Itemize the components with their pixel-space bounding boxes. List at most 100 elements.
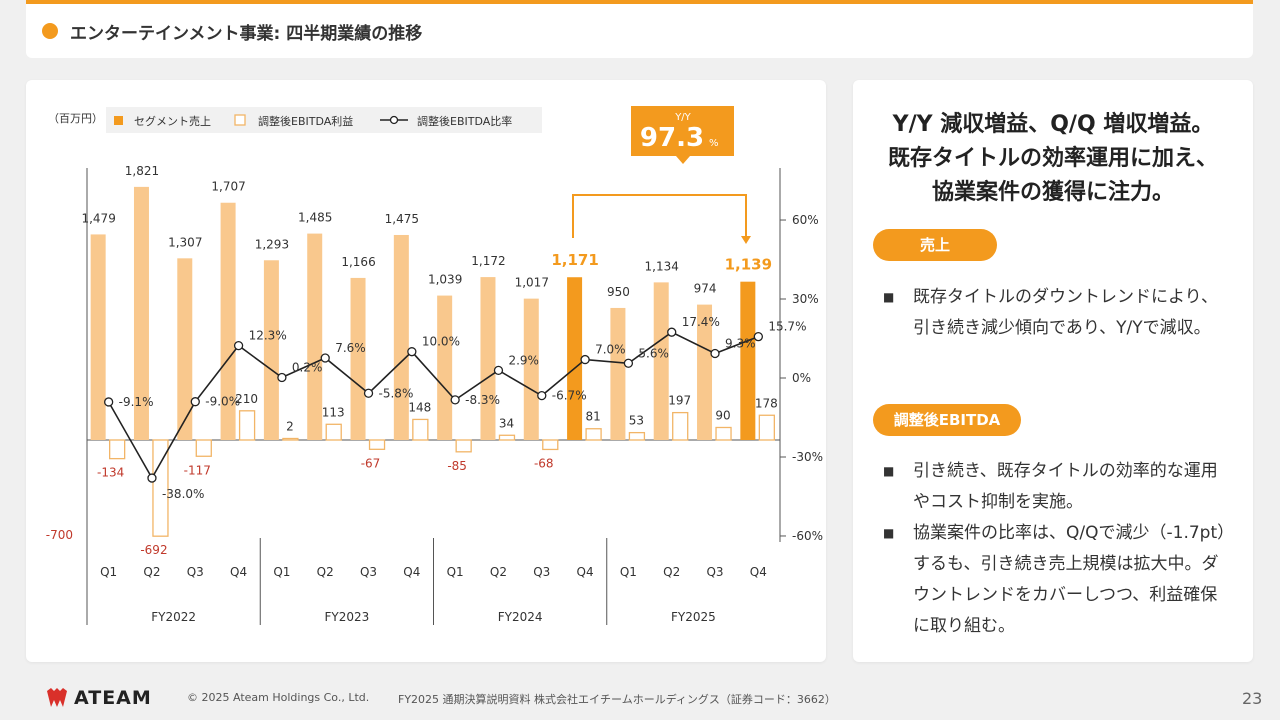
sales-bar — [133, 186, 149, 440]
ebitda-bar — [672, 411, 689, 441]
ratio-point — [710, 348, 720, 359]
ratio-point — [450, 395, 460, 405]
x-tick-label: Q2 — [663, 565, 680, 579]
x-tick-label: Q1 — [273, 565, 290, 579]
ebitda-pill: 調整後EBITDA — [873, 404, 1021, 436]
ateam-logo-icon — [47, 688, 67, 707]
ratio-data-label: 9.3% — [725, 337, 756, 351]
copyright: © 2025 Ateam Holdings Co., Ltd. — [187, 691, 370, 704]
ebitda-bar — [368, 439, 386, 450]
yy-callout — [631, 106, 734, 156]
ebitda-data-label: 113 — [322, 405, 345, 419]
ebitda-bullet-item: ■ 引き続き、既存タイトルの効率的な運用やコスト抑制を実施。 — [883, 456, 1228, 518]
ratio-data-label: -9.1% — [119, 395, 154, 409]
group-label: FY2023 — [324, 610, 369, 624]
sales-bar — [177, 258, 193, 440]
ratio-point — [277, 372, 287, 383]
sales-bar — [307, 233, 323, 440]
sales-bar — [437, 295, 453, 440]
ratio-data-label: -5.8% — [379, 386, 414, 400]
ebitda-data-label: 2 — [286, 420, 294, 434]
brand-name: ATEAM — [74, 687, 152, 709]
summary-panel: Y/Y 減収増益、Q/Q 増収増益。 既存タイトルの効率運用に加え、 協業案件の… — [853, 80, 1253, 662]
sales-bullet-list: ■ 既存タイトルのダウントレンドにより、引き続き減少傾向であり、Y/Yで減収。 — [883, 282, 1228, 344]
sales-data-label: 1,134 — [645, 259, 679, 273]
legend-sales-swatch — [114, 116, 123, 125]
ratio-data-label: 7.6% — [335, 341, 366, 355]
ratio-data-label: 7.0% — [595, 343, 626, 357]
x-tick-label: Q2 — [317, 565, 334, 579]
x-tick-label: Q4 — [230, 565, 247, 579]
headline-line-3: 協業案件の獲得に注力。 — [931, 180, 1174, 205]
unit-label: （百万円） — [48, 112, 103, 125]
legend-ebitda-swatch — [234, 114, 246, 126]
ebitda-data-label: -67 — [361, 456, 381, 470]
sales-data-label: 1,039 — [428, 273, 462, 287]
x-tick-label: Q1 — [100, 565, 117, 579]
right-axis-tick-label: -30% — [792, 450, 823, 464]
sales-bar — [263, 260, 279, 440]
ebitda-data-label: -692 — [140, 543, 167, 557]
sales-data-label: 1,707 — [211, 180, 245, 194]
ebitda-data-label: 53 — [629, 414, 644, 428]
ratio-data-label: 5.6% — [638, 346, 669, 360]
legend-ebitda-label: 調整後EBITDA利益 — [258, 114, 353, 128]
sales-bar — [653, 282, 669, 440]
ratio-point — [623, 358, 634, 368]
right-axis-tick-label: 0% — [792, 371, 811, 385]
ebitda-bar — [628, 431, 646, 441]
group-label: FY2022 — [151, 610, 196, 624]
ratio-line — [107, 331, 759, 480]
x-tick-label: Q2 — [143, 565, 160, 579]
ratio-point — [667, 327, 677, 337]
x-tick-label: Q3 — [360, 565, 377, 579]
yy-callout-unit: % — [709, 138, 719, 149]
ebitda-bar — [152, 439, 169, 537]
legend-box — [106, 107, 542, 133]
ebitda-data-label: -117 — [184, 463, 211, 477]
ratio-point — [493, 365, 504, 376]
page-title: エンターテインメント事業: 四半期業績の推移 — [70, 24, 423, 44]
ebitda-data-label: 90 — [715, 408, 730, 422]
ebitda-bar — [585, 428, 602, 441]
ratio-data-label: 12.3% — [249, 329, 287, 343]
sales-pill: 売上 — [873, 229, 997, 261]
headline-line-1: Y/Y 減収増益、Q/Q 増収増益。 — [892, 112, 1214, 137]
ratio-point — [104, 397, 114, 407]
quarterly-chart: （百万円） セグメント売上 調整後EBITDA利益 調整後EBITDA比率 Y/… — [46, 106, 823, 625]
ebitda-bar — [542, 439, 559, 451]
ratio-data-label: 17.4% — [682, 315, 720, 329]
sales-data-label: 1,479 — [81, 211, 115, 225]
ebitda-bar — [195, 439, 212, 457]
ebitda-bar — [238, 410, 256, 441]
chart-panel: （百万円） セグメント売上 調整後EBITDA利益 調整後EBITDA比率 Y/… — [26, 80, 826, 662]
group-label: FY2025 — [671, 610, 716, 624]
sales-data-label: 950 — [607, 285, 630, 299]
right-axis-tick-label: 30% — [792, 292, 819, 306]
bullet-square-icon: ■ — [883, 290, 895, 304]
ratio-point — [320, 353, 330, 363]
sales-bullet-item: ■ 既存タイトルのダウントレンドにより、引き続き減少傾向であり、Y/Yで減収。 — [883, 282, 1228, 344]
right-axis-tick-label: -60% — [792, 529, 823, 543]
sales-bar — [523, 298, 539, 440]
ateam-logo: ATEAM — [46, 686, 152, 710]
ratio-data-label: 10.0% — [422, 335, 460, 349]
ebitda-bar — [715, 426, 732, 441]
bullet-square-icon: ■ — [883, 526, 895, 540]
ratio-data-label: 15.7% — [768, 320, 806, 334]
ebitda-data-label: 178 — [755, 396, 778, 410]
sales-data-label: 1,171 — [551, 251, 598, 269]
page-header: エンターテインメント事業: 四半期業績の推移 — [26, 0, 1253, 58]
headline-line-2: 既存タイトルの効率運用に加え、 — [887, 146, 1218, 171]
ebitda-bullet-item: ■ 協業案件の比率は、Q/Qで減少（-1.7pt）するも、引き続き売上規模は拡大中… — [883, 518, 1228, 642]
left-axis-tick-label: -700 — [46, 528, 73, 542]
x-tick-label: Q3 — [187, 565, 204, 579]
ebitda-data-label: 81 — [585, 410, 600, 424]
ratio-point — [753, 332, 763, 342]
sales-data-label: 1,172 — [471, 254, 505, 268]
ebitda-bar — [282, 437, 299, 441]
ratio-data-label: -8.3% — [465, 393, 500, 407]
ebitda-bar — [498, 434, 516, 441]
ratio-data-label: -38.0% — [162, 487, 204, 501]
ratio-point — [407, 347, 417, 357]
